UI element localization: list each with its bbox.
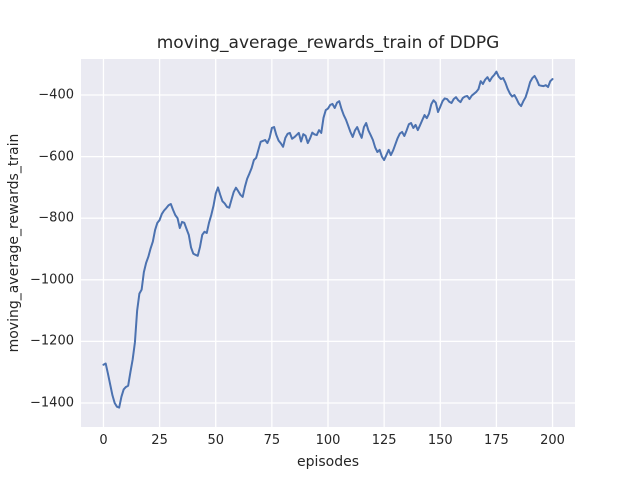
y-tick-label: −1400 (30, 395, 74, 411)
y-tick-label: −1000 (30, 272, 74, 288)
x-tick-label: 100 (315, 433, 341, 448)
x-tick-label: 125 (371, 433, 397, 448)
x-tick-label: 0 (99, 433, 108, 448)
y-tick-label: −600 (38, 149, 74, 165)
x-tick-label: 75 (263, 433, 281, 448)
x-tick-label: 25 (151, 433, 168, 448)
x-tick-label: 175 (483, 433, 509, 448)
y-tick-label: −400 (38, 87, 74, 103)
series-line (102, 70, 554, 409)
x-tick-label: 200 (540, 433, 565, 448)
x-tick-label: 50 (207, 433, 224, 448)
line-layer (102, 70, 554, 409)
x-axis-label: episodes (296, 454, 360, 470)
y-tick-label: −800 (38, 210, 74, 226)
chart-title: moving_average_rewards_train of DDPG (156, 33, 500, 53)
grid-layer (81, 59, 575, 427)
y-tick-label: −1200 (30, 333, 74, 349)
x-tick-label: 150 (427, 433, 453, 448)
y-axis-label: moving_average_rewards_train (6, 133, 22, 353)
